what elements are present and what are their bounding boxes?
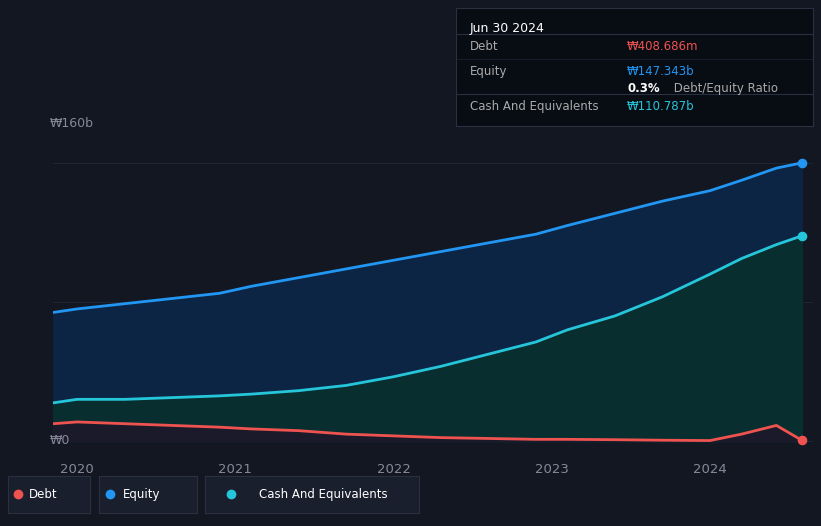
Text: 0.3%: 0.3%	[627, 83, 660, 95]
Text: Cash And Equivalents: Cash And Equivalents	[259, 488, 388, 501]
Text: Debt/Equity Ratio: Debt/Equity Ratio	[670, 83, 778, 95]
Point	[796, 159, 809, 167]
Text: ₩110.787b: ₩110.787b	[627, 100, 695, 113]
Text: ₩160b: ₩160b	[49, 116, 94, 129]
Text: Equity: Equity	[123, 488, 161, 501]
Text: Equity: Equity	[470, 65, 507, 78]
Text: ₩147.343b: ₩147.343b	[627, 65, 695, 78]
Point	[796, 436, 809, 444]
Text: Debt: Debt	[29, 488, 57, 501]
Text: Debt: Debt	[470, 40, 498, 53]
Point	[796, 231, 809, 240]
Text: Jun 30 2024: Jun 30 2024	[470, 22, 545, 35]
Text: Cash And Equivalents: Cash And Equivalents	[470, 100, 599, 113]
Text: ₩408.686m: ₩408.686m	[627, 40, 699, 53]
Text: ₩0: ₩0	[49, 434, 70, 447]
